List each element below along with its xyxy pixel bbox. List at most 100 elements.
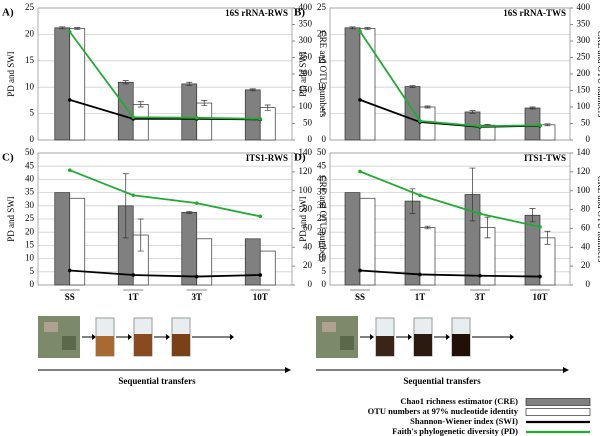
y2-tick-label: 50 bbox=[581, 118, 591, 128]
y2-axis-label: CRE and OTU numbers bbox=[318, 176, 328, 263]
error-bar bbox=[529, 208, 536, 223]
bar bbox=[54, 27, 71, 141]
x-tick-label: SS bbox=[65, 292, 75, 302]
line-series bbox=[69, 169, 261, 218]
bar bbox=[244, 89, 261, 141]
y2-tick-label: 0 bbox=[586, 134, 591, 144]
bar bbox=[196, 238, 213, 286]
line-point bbox=[194, 201, 199, 205]
legend-swatch bbox=[525, 398, 591, 406]
bar bbox=[54, 192, 71, 286]
plot-frame bbox=[329, 152, 571, 286]
y-tick-label: 0 bbox=[322, 134, 327, 144]
y-tick-label: 35 bbox=[25, 187, 35, 197]
y-tick-label: 25 bbox=[25, 213, 35, 223]
y2-tick-label: 40 bbox=[303, 241, 313, 251]
line-series bbox=[359, 269, 541, 278]
y2-tick-label: 0 bbox=[586, 279, 591, 289]
y-tick-label: 15 bbox=[317, 239, 327, 249]
plot-frame bbox=[37, 152, 293, 286]
y2-tick-label: 150 bbox=[299, 85, 313, 95]
y2-tick-label: 140 bbox=[299, 147, 313, 157]
y2-axis-label: CRE and OTU numbers bbox=[318, 31, 328, 118]
x-tick-label: 1T bbox=[415, 292, 426, 302]
y-tick-label: 10 bbox=[25, 81, 35, 91]
bar bbox=[69, 28, 86, 141]
y2-tick-label: 80 bbox=[303, 204, 313, 214]
line-point bbox=[67, 168, 72, 172]
y2-tick-label: 300 bbox=[299, 35, 313, 45]
y2-tick-label: 250 bbox=[299, 52, 313, 62]
y2-tick-label: 250 bbox=[577, 52, 591, 62]
x-tick-label: 10T bbox=[253, 292, 268, 302]
error-bar bbox=[137, 218, 144, 252]
y-tick-label: 5 bbox=[30, 108, 35, 118]
y-tick-label: 40 bbox=[25, 173, 35, 183]
bar bbox=[244, 238, 261, 286]
y2-axis-label: CRE and OTU numbers bbox=[596, 176, 600, 263]
y2-tick-label: 100 bbox=[577, 101, 591, 111]
y2-tick-label: 300 bbox=[577, 35, 591, 45]
line-point bbox=[258, 214, 263, 219]
x-tick-label: 1T bbox=[128, 292, 139, 302]
y-tick-label: 30 bbox=[317, 200, 327, 210]
y2-tick-label: 20 bbox=[581, 260, 591, 270]
line-point bbox=[538, 123, 542, 128]
bar bbox=[359, 197, 376, 286]
line-point bbox=[358, 169, 362, 174]
error-bar bbox=[186, 211, 193, 214]
y-tick-label: 50 bbox=[317, 147, 327, 157]
y2-tick-label: 40 bbox=[581, 241, 591, 251]
y2-tick-label: 100 bbox=[577, 185, 591, 195]
bar bbox=[259, 250, 276, 286]
bar bbox=[69, 197, 86, 286]
y2-tick-label: 200 bbox=[577, 68, 591, 78]
plot-frame bbox=[37, 7, 293, 141]
line-point bbox=[194, 116, 199, 120]
y-axis-label: PD and SWI bbox=[298, 51, 308, 97]
line-point bbox=[418, 119, 422, 123]
y2-tick-label: 400 bbox=[299, 2, 313, 12]
y2-tick-label: 400 bbox=[577, 2, 591, 12]
y-tick-label: 45 bbox=[25, 160, 35, 170]
error-bar bbox=[186, 81, 193, 86]
error-bar bbox=[122, 173, 129, 239]
y2-tick-label: 140 bbox=[577, 147, 591, 157]
y-axis-label: PD and SWI bbox=[6, 51, 16, 97]
y2-tick-label: 200 bbox=[299, 68, 313, 78]
line-series bbox=[69, 31, 261, 120]
photo-strip bbox=[38, 316, 291, 373]
line-point bbox=[131, 273, 136, 277]
error-bar bbox=[201, 100, 208, 107]
error-bar bbox=[364, 27, 371, 30]
bar bbox=[181, 83, 198, 141]
bar bbox=[117, 81, 134, 141]
y2-tick-label: 60 bbox=[303, 222, 313, 232]
bar bbox=[196, 102, 213, 141]
panel-label: D) bbox=[294, 152, 306, 164]
line-point bbox=[478, 124, 482, 129]
y-tick-label: 25 bbox=[25, 2, 35, 12]
line-point bbox=[194, 274, 199, 279]
y-axis-label: PD and SWI bbox=[6, 196, 16, 242]
error-bar bbox=[249, 88, 256, 92]
line-point bbox=[131, 115, 136, 120]
photo-strip bbox=[316, 316, 569, 373]
line-point bbox=[67, 29, 72, 34]
y2-tick-label: 150 bbox=[577, 85, 591, 95]
line-point bbox=[358, 98, 362, 102]
y-tick-label: 5 bbox=[322, 266, 327, 276]
bar bbox=[344, 27, 361, 141]
error-bar bbox=[409, 85, 416, 88]
y2-tick-label: 350 bbox=[577, 19, 591, 29]
error-bar bbox=[544, 123, 551, 127]
y-tick-label: 25 bbox=[317, 2, 327, 12]
y2-tick-label: 350 bbox=[299, 19, 313, 29]
y-tick-label: 10 bbox=[317, 253, 327, 263]
line-point bbox=[538, 225, 542, 229]
y-tick-label: 0 bbox=[30, 134, 35, 144]
y2-tick-label: 0 bbox=[308, 279, 313, 289]
x-tick-label: SS bbox=[355, 292, 365, 302]
error-bar bbox=[529, 106, 536, 110]
y2-tick-label: 60 bbox=[581, 222, 591, 232]
